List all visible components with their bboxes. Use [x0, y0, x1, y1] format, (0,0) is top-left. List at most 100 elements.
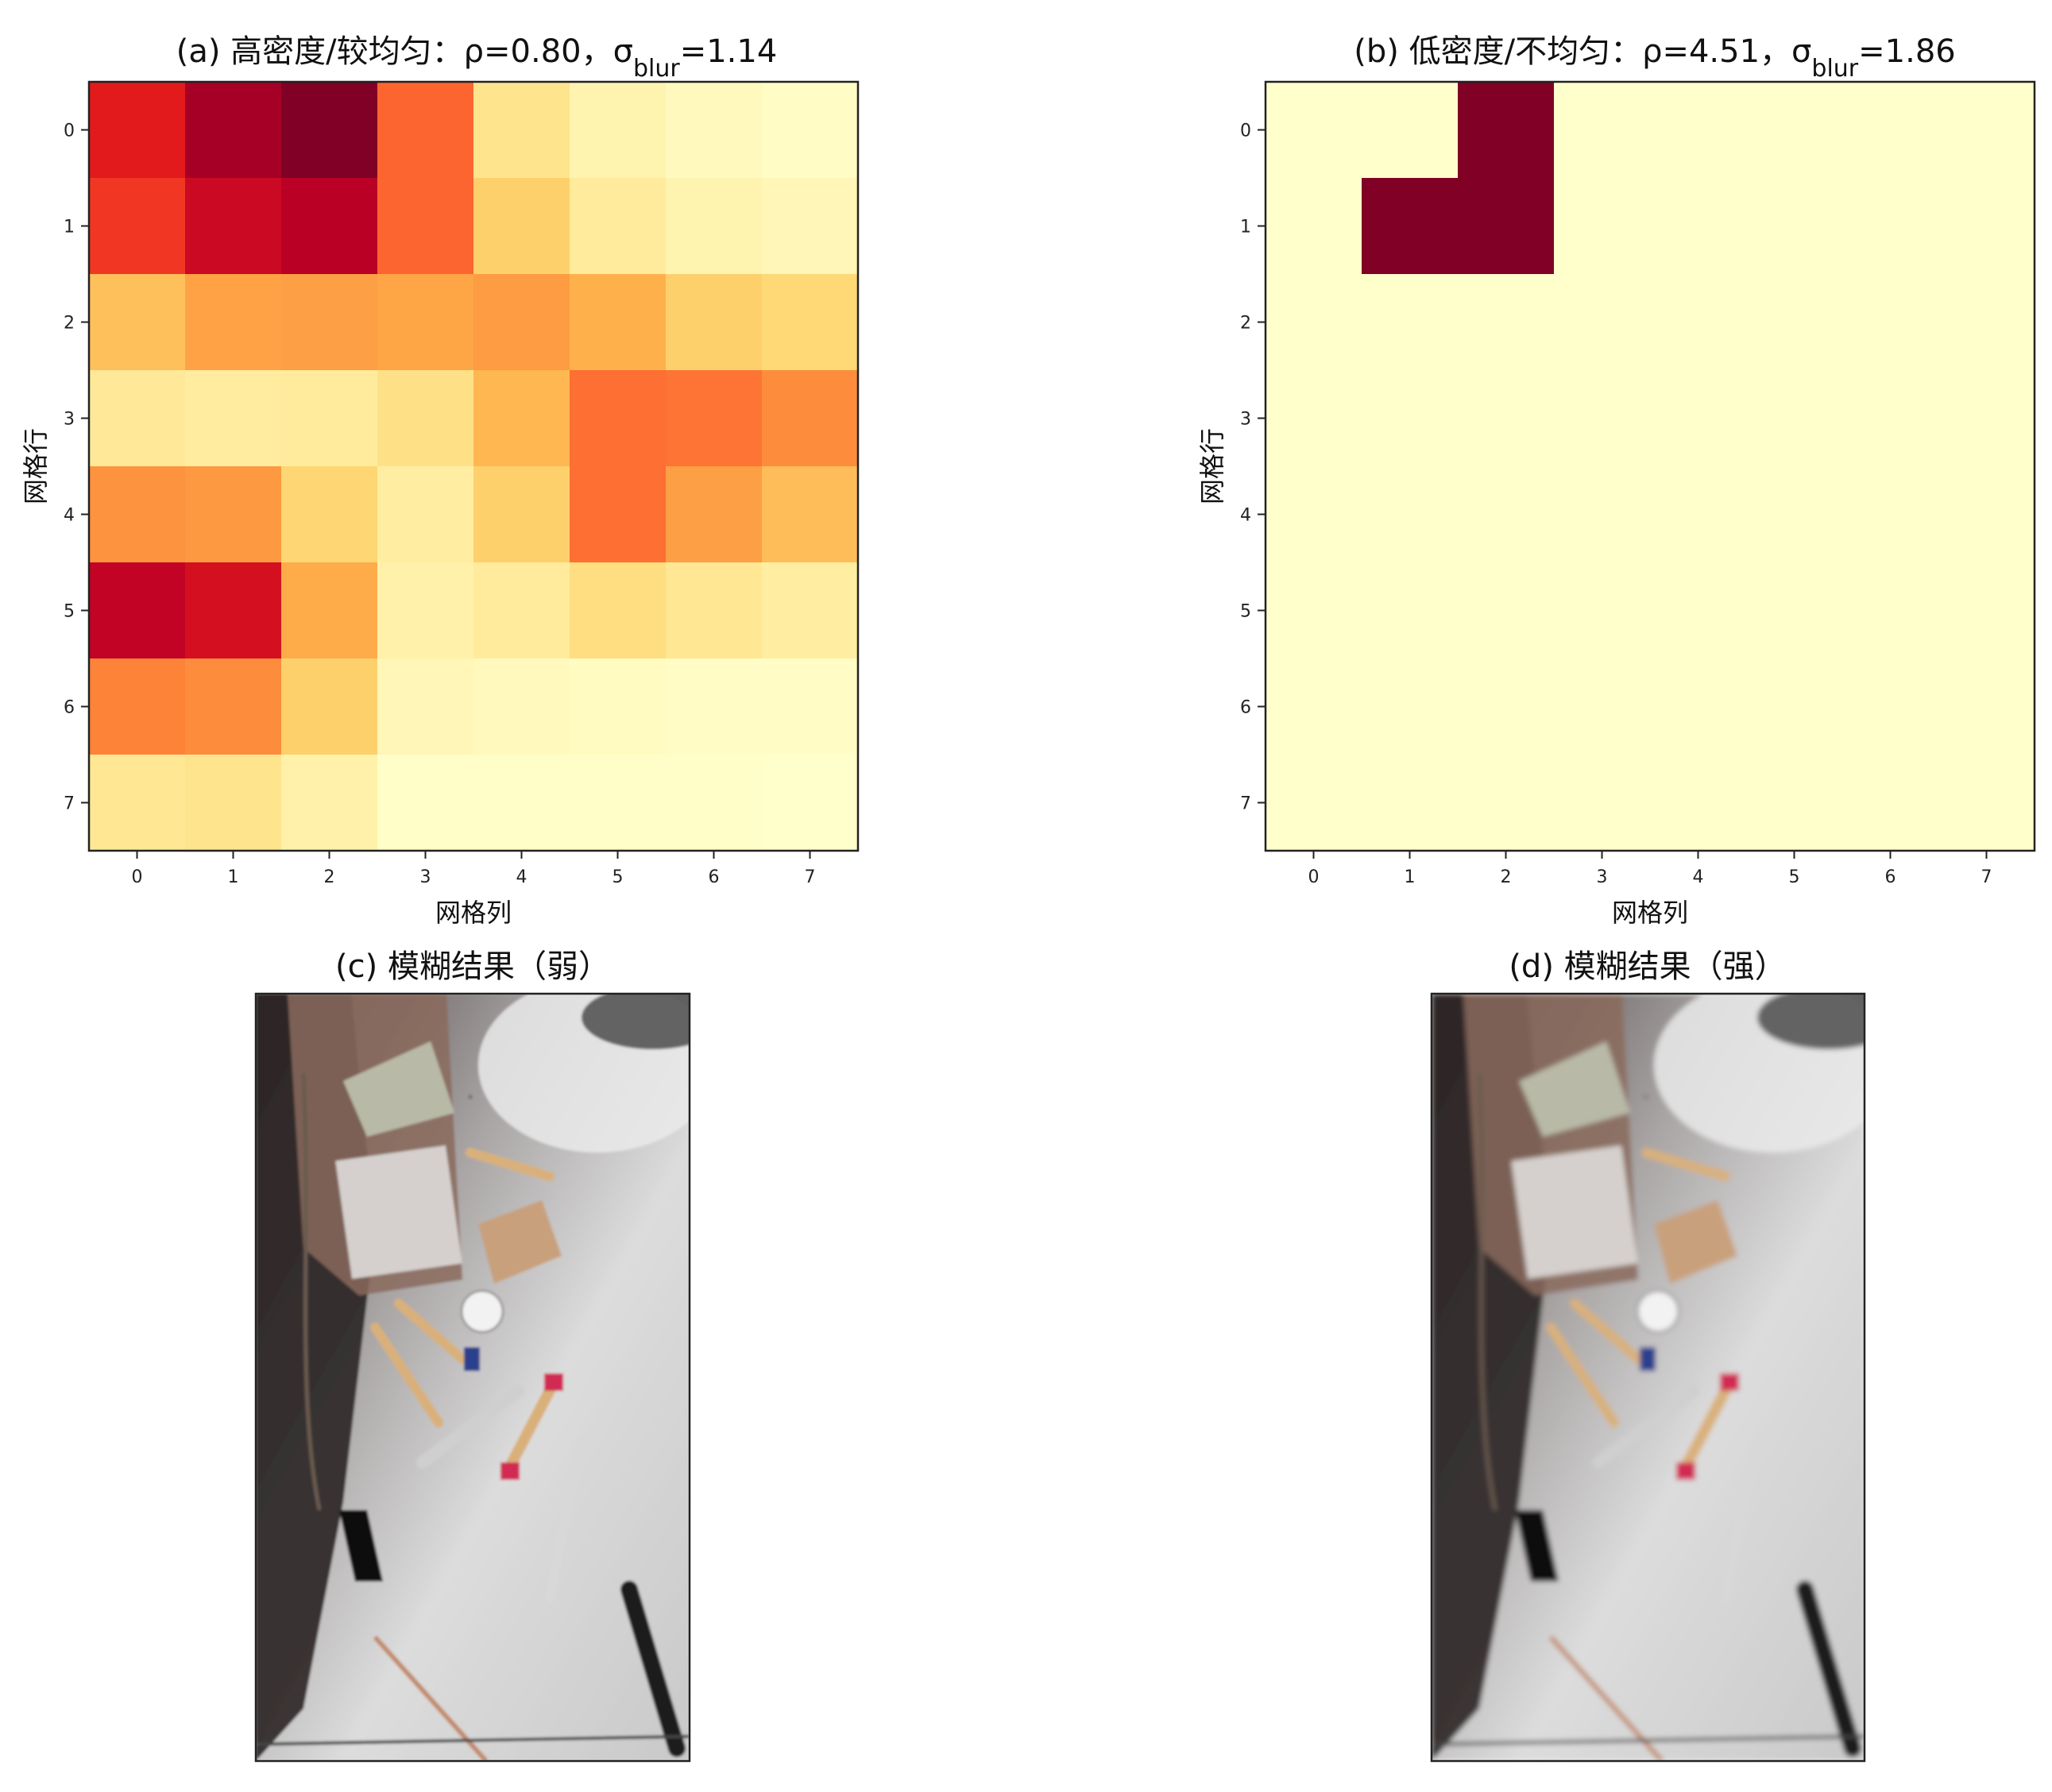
heatmap-cell-r2-c1 — [185, 274, 282, 371]
heatmap-cell-r5-c2 — [1458, 562, 1555, 659]
heatmap-cell-r4-c2 — [281, 466, 378, 563]
heatmap-cell-r3-c2 — [281, 370, 378, 467]
heatmap-cell-r7-c3 — [377, 755, 474, 852]
heatmap-cell-r7-c4 — [1650, 755, 1747, 852]
y-tick-label: 5 — [64, 602, 75, 622]
heatmap-cell-r0-c2 — [1458, 82, 1555, 179]
heatmap-cell-r2-c6 — [1842, 274, 1939, 371]
y-tick-label: 1 — [1240, 218, 1251, 238]
heatmap-cell-r1-c5 — [1746, 178, 1843, 275]
x-tick-label: 5 — [613, 867, 624, 887]
y-tick-label: 6 — [1240, 698, 1251, 718]
heatmap-cell-r0-c6 — [1842, 82, 1939, 179]
heatmap-cell-r1-c0 — [1266, 178, 1362, 275]
heatmap-b-frame — [1264, 80, 2036, 852]
heatmap-cell-r0-c1 — [1362, 82, 1459, 179]
heatmap-cell-r7-c2 — [281, 755, 378, 852]
heatmap-cell-r5-c4 — [1650, 562, 1747, 659]
heatmap-cell-r0-c6 — [666, 82, 763, 179]
panel-d-title: (d) 模糊结果（强） — [1509, 948, 1786, 985]
x-tick-label: 3 — [420, 867, 431, 887]
x-tick-label: 4 — [1693, 867, 1704, 887]
heatmap-cell-r1-c3 — [377, 178, 474, 275]
y-tick-label: 0 — [64, 122, 75, 141]
x-tick-label: 2 — [1501, 867, 1512, 887]
heatmap-cell-r4-c1 — [1362, 466, 1459, 563]
heatmap-cell-r3-c6 — [666, 370, 763, 467]
x-tick-label: 6 — [709, 867, 720, 887]
heatmap-cell-r1-c3 — [1554, 178, 1651, 275]
heatmap-cell-r4-c5 — [570, 466, 667, 563]
y-tick-label: 2 — [1240, 314, 1251, 334]
heatmap-cell-r3-c2 — [1458, 370, 1555, 467]
heatmap-cell-r3-c6 — [1842, 370, 1939, 467]
heatmap-cell-r5-c6 — [666, 562, 763, 659]
heatmap-cell-r2-c6 — [666, 274, 763, 371]
heatmap-cell-r7-c0 — [1266, 755, 1362, 852]
heatmap-cell-r6-c4 — [473, 658, 570, 755]
heatmap-cell-r1-c7 — [762, 178, 859, 275]
y-tick-label: 6 — [64, 698, 75, 718]
heatmap-cell-r6-c6 — [1842, 658, 1939, 755]
heatmap-cell-r0-c7 — [1938, 82, 2035, 179]
heatmap-cell-r4-c7 — [1938, 466, 2035, 563]
heatmap-cell-r0-c5 — [570, 82, 667, 179]
y-tick-label: 7 — [64, 794, 75, 814]
heatmap-cell-r2-c5 — [570, 274, 667, 371]
heatmap-cell-r4-c2 — [1458, 466, 1555, 563]
photo-panel-c: (c) 模糊结果（弱） — [254, 948, 725, 1763]
heatmap-cell-r2-c2 — [1458, 274, 1555, 371]
heatmap-cell-r1-c2 — [1458, 178, 1555, 275]
heatmap-cell-r4-c3 — [377, 466, 474, 563]
heatmap-cell-r7-c6 — [1842, 755, 1939, 852]
heatmap-cell-r4-c0 — [1266, 466, 1362, 563]
heatmap-cell-r4-c4 — [473, 466, 570, 563]
heatmap-a-ylabel: 网格行 — [21, 428, 51, 504]
x-tick-label: 7 — [1981, 867, 1992, 887]
heatmap-panel-a: (a) 高密度/较均匀：ρ=0.80，σblur=1.14 0 1 2 3 4 5 6 7 0… — [21, 33, 860, 928]
heatmap-cell-r0-c4 — [1650, 82, 1747, 179]
heatmap-cell-r1-c6 — [1842, 178, 1939, 275]
heatmap-cell-r2-c4 — [473, 274, 570, 371]
heatmap-cell-r3-c1 — [185, 370, 282, 467]
heatmap-cell-r2-c4 — [1650, 274, 1747, 371]
y-tick-label: 2 — [64, 314, 75, 334]
heatmap-cell-r3-c4 — [473, 370, 570, 467]
panel-c-title: (c) 模糊结果（弱） — [335, 948, 610, 985]
heatmap-cell-r4-c6 — [666, 466, 763, 563]
heatmap-cell-r0-c2 — [281, 82, 378, 179]
heatmap-cell-r3-c3 — [1554, 370, 1651, 467]
heatmap-cell-r5-c1 — [1362, 562, 1459, 659]
heatmap-cell-r0-c5 — [1746, 82, 1843, 179]
heatmap-cell-r5-c0 — [1266, 562, 1362, 659]
y-tick-label: 7 — [1240, 794, 1251, 814]
heatmap-b-ylabel: 网格行 — [1197, 428, 1227, 504]
heatmap-cell-r6-c0 — [1266, 658, 1362, 755]
x-tick-label: 7 — [805, 867, 816, 887]
y-tick-label: 3 — [1240, 410, 1251, 430]
heatmap-cell-r0-c7 — [762, 82, 859, 179]
heatmap-cell-r1-c2 — [281, 178, 378, 275]
heatmap-cell-r4-c5 — [1746, 466, 1843, 563]
heatmap-cell-r6-c3 — [377, 658, 474, 755]
heatmap-cell-r5-c4 — [473, 562, 570, 659]
y-tick-label: 5 — [1240, 602, 1251, 622]
heatmap-cell-r6-c2 — [1458, 658, 1555, 755]
panel-a-title: (a) 高密度/较均匀：ρ=0.80，σblur=1.14 — [176, 33, 778, 83]
heatmap-cell-r7-c7 — [762, 755, 859, 852]
heatmap-cell-r6-c7 — [762, 658, 859, 755]
x-tick-label: 0 — [1308, 867, 1320, 887]
heatmap-cell-r5-c7 — [1938, 562, 2035, 659]
heatmap-cell-r5-c0 — [89, 562, 186, 659]
blurred-photo-weak — [256, 978, 725, 1761]
heatmap-cell-r2-c3 — [377, 274, 474, 371]
heatmap-cell-r6-c6 — [666, 658, 763, 755]
y-tick-label: 3 — [64, 410, 75, 430]
photo-c-frame — [254, 992, 691, 1763]
heatmap-cell-r0-c0 — [1266, 82, 1362, 179]
x-tick-label: 0 — [132, 867, 143, 887]
heatmap-cell-r3-c5 — [570, 370, 667, 467]
heatmap-cell-r5-c1 — [185, 562, 282, 659]
x-tick-label: 1 — [1405, 867, 1416, 887]
